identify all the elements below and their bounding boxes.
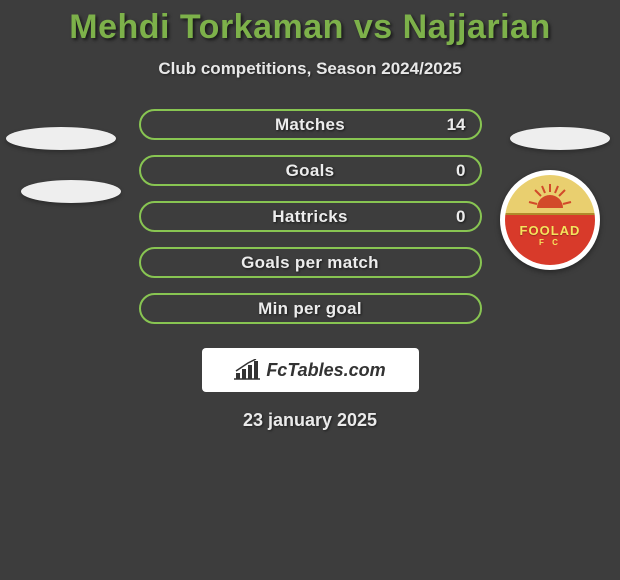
stat-label: Goals per match [241,253,379,273]
page-title: Mehdi Torkaman vs Najjarian [0,0,620,47]
stat-row-hattricks: Hattricks 0 [139,201,482,232]
stat-value-right: 0 [456,161,465,181]
date-line: 23 january 2025 [0,410,620,431]
fctables-label: FcTables.com [266,360,385,381]
stat-label: Matches [275,115,345,135]
stat-row-goals: Goals 0 [139,155,482,186]
chart-icon [234,359,260,381]
stat-row-min-per-goal: Min per goal [139,293,482,324]
stat-value-right: 0 [456,207,465,227]
fctables-banner: FcTables.com [202,348,419,392]
stat-label: Hattricks [272,207,347,227]
stats-list: Matches 14 Goals 0 Hattricks 0 Goals per… [0,109,620,324]
stat-label: Goals [286,161,335,181]
stat-row-goals-per-match: Goals per match [139,247,482,278]
stat-value-right: 14 [447,115,466,135]
stat-row-matches: Matches 14 [139,109,482,140]
subtitle: Club competitions, Season 2024/2025 [0,59,620,79]
stat-label: Min per goal [258,299,362,319]
